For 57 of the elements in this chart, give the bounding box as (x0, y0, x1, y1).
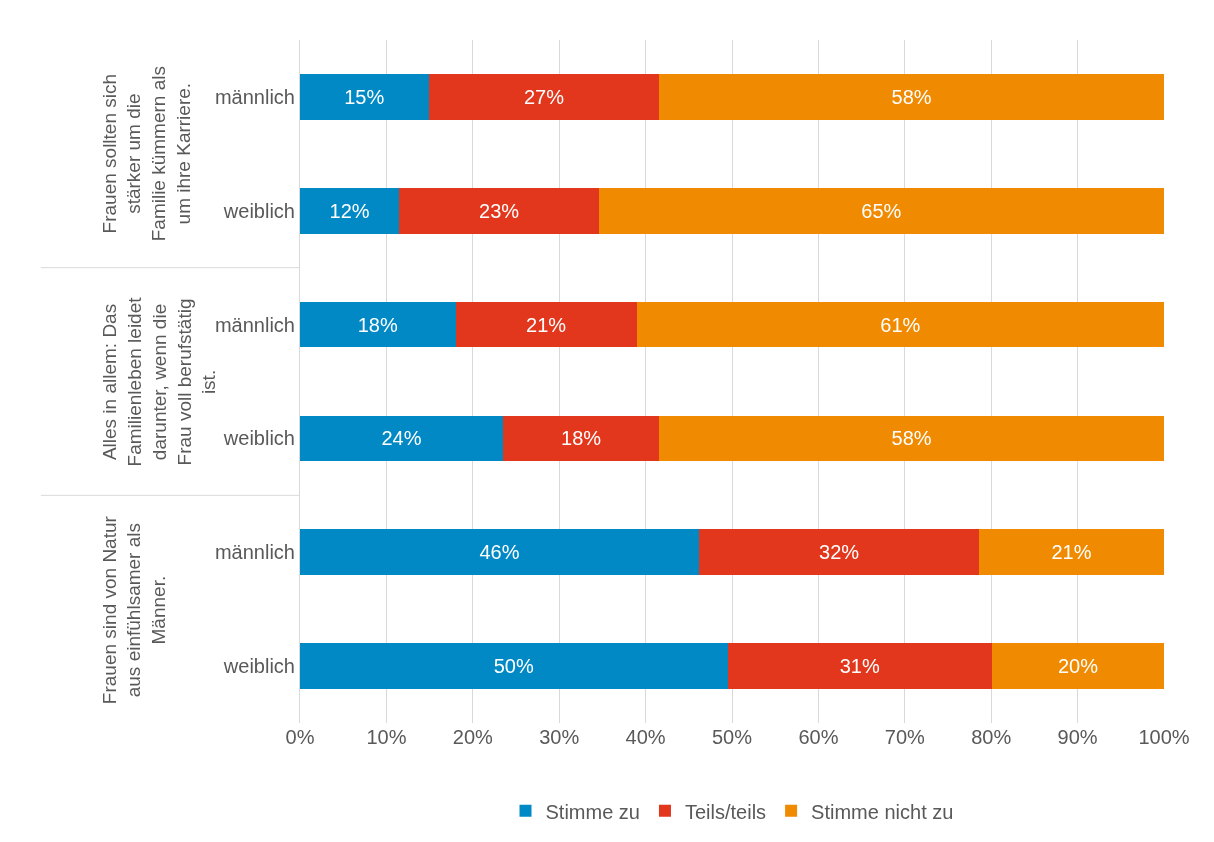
x-tick-label: 40% (625, 726, 666, 748)
bar (699, 529, 980, 576)
y-tick-label: weiblich (222, 427, 295, 450)
bar (455, 301, 637, 348)
bar (300, 187, 400, 234)
x-tick-label: 60% (798, 726, 839, 748)
bar (979, 529, 1164, 576)
bar (300, 301, 456, 348)
x-tick-label: 30% (539, 726, 580, 748)
y-tick-label: männlich (214, 85, 295, 108)
y-tick-label: weiblich (222, 655, 295, 678)
bar (636, 301, 1164, 348)
x-tick-label: 90% (1057, 726, 1098, 748)
bar (300, 529, 700, 576)
data-label: 27% (523, 85, 565, 108)
bar (399, 187, 599, 234)
legend-label: Teils/teils (684, 800, 767, 823)
x-tick-label: 0% (285, 726, 315, 748)
bar (300, 643, 728, 689)
data-label: 20% (1057, 655, 1099, 678)
y-tick-label: männlich (214, 541, 295, 564)
data-label: 61% (880, 313, 921, 336)
bar (598, 187, 1164, 234)
data-label: 24% (381, 427, 422, 450)
bar (300, 74, 429, 120)
y-tick-label: weiblich (222, 199, 295, 222)
legend-label: Stimme nicht zu (811, 800, 954, 823)
x-tick-label: 50% (711, 726, 753, 748)
x-tick-label: 20% (452, 726, 494, 748)
bar (300, 415, 504, 462)
data-label: 58% (891, 427, 932, 450)
legend-label: Stimme zu (545, 800, 640, 823)
data-label: 58% (891, 85, 932, 108)
data-label: 18% (357, 313, 398, 336)
data-label: 23% (479, 199, 520, 222)
data-label: 15% (344, 85, 385, 108)
data-label: 50% (493, 655, 534, 678)
bar (659, 74, 1164, 120)
text: Frauen sollten sich stärker um die Familie kümmern als um ihre Karriere. (98, 66, 194, 242)
data-label: 31% (839, 655, 880, 678)
data-label: 46% (479, 541, 520, 564)
data-label: 18% (561, 427, 602, 450)
data-label: 32% (819, 541, 860, 564)
x-tick-label: 80% (971, 726, 1012, 748)
data-label: 21% (526, 313, 567, 336)
bar (727, 643, 993, 689)
x-tick-label: 70% (884, 726, 926, 748)
x-tick-label: 10% (366, 726, 407, 748)
bar (428, 74, 660, 120)
x-tick-label: 100% (1138, 726, 1190, 748)
bar (659, 415, 1164, 462)
data-label: 65% (861, 199, 902, 222)
bar (503, 415, 660, 462)
bar (992, 643, 1164, 689)
text: Frauen sind von Natur aus einfühlsamer als Männer. (98, 515, 170, 705)
data-label: 12% (329, 199, 370, 222)
data-label: 21% (1051, 541, 1092, 564)
